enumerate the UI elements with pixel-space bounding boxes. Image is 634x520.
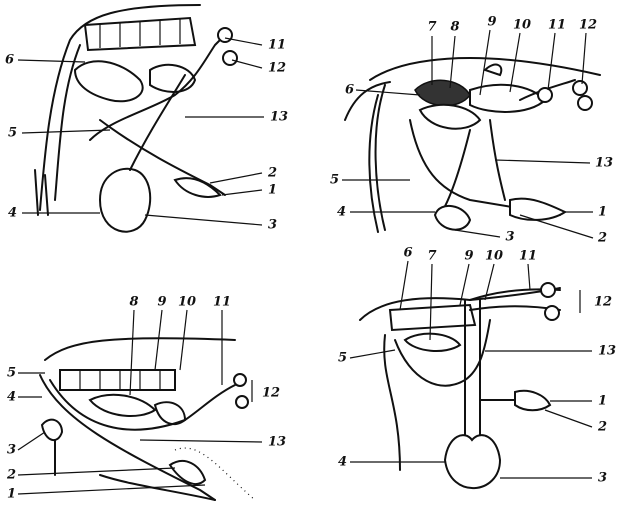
drawing-bottom-left [39, 337, 256, 501]
leader-line [581, 32, 587, 85]
part-label: 13 [595, 156, 613, 171]
part-label: 3 [7, 443, 16, 458]
part-label: 3 [598, 471, 607, 486]
leader-line [179, 309, 188, 371]
part-label: 13 [598, 344, 616, 359]
leader-line [429, 263, 433, 341]
part-label: 7 [427, 20, 436, 35]
part-label: 6 [403, 246, 412, 261]
drawing-bottom-right [359, 282, 561, 490]
leader-line [459, 263, 470, 306]
leader-line [349, 349, 396, 359]
part-label: 4 [338, 455, 347, 470]
leader-line [129, 309, 135, 396]
part-label: 7 [427, 249, 436, 264]
part-label: 1 [598, 394, 607, 409]
leader-line [399, 260, 409, 311]
part-label: 10 [485, 249, 503, 264]
leader-line [547, 32, 556, 91]
leader-line [449, 35, 456, 89]
leader-line [209, 172, 263, 184]
part-label: 9 [487, 15, 496, 30]
part-label: 5 [7, 366, 16, 381]
part-label: 4 [7, 390, 16, 405]
part-label: 13 [268, 435, 286, 450]
leader-line [221, 189, 263, 196]
part-label: 5 [8, 126, 17, 141]
leader-line [355, 89, 421, 96]
part-label: 8 [129, 295, 138, 310]
part-label: 11 [213, 295, 231, 310]
leader-line [454, 229, 501, 238]
part-label: 11 [519, 249, 537, 264]
leader-line [139, 439, 263, 443]
part-label: 1 [598, 205, 607, 220]
part-label: 12 [268, 61, 286, 76]
part-label: 4 [8, 206, 17, 221]
part-label: 9 [157, 295, 166, 310]
leader-line [21, 129, 111, 134]
leader-line [509, 32, 521, 93]
part-label: 1 [268, 183, 277, 198]
leader-line [17, 59, 86, 63]
part-label: 2 [267, 166, 277, 181]
leader-line [224, 37, 263, 46]
part-label: 6 [5, 53, 14, 68]
part-label: 10 [513, 18, 531, 33]
part-label: 11 [548, 18, 566, 33]
part-label: 12 [579, 18, 597, 33]
part-label: 2 [597, 231, 607, 246]
part-label: 11 [268, 38, 286, 53]
part-label: 13 [270, 110, 288, 125]
leader-line [544, 409, 593, 428]
part-label: 3 [268, 218, 277, 233]
leader-line [154, 309, 163, 371]
drawing-top-right [344, 57, 601, 233]
leader-line [144, 214, 263, 226]
part-label: 2 [6, 468, 16, 483]
part-label: 12 [594, 295, 612, 310]
drawing-top-left [34, 4, 238, 233]
part-label: 5 [338, 351, 347, 366]
part-label: 4 [337, 205, 346, 220]
leader-line [479, 29, 491, 96]
leader-line [519, 214, 594, 239]
part-label: 3 [505, 230, 514, 245]
part-label: 5 [330, 173, 339, 188]
leader-line [484, 263, 495, 301]
leader-line [17, 431, 46, 451]
part-label: 2 [597, 420, 607, 435]
leader-line [17, 484, 206, 495]
part-label: 9 [464, 249, 473, 264]
leader-line [527, 263, 531, 291]
leader-line [17, 467, 176, 476]
part-label: 1 [7, 487, 16, 502]
leader-line [231, 59, 263, 69]
part-label: 10 [178, 295, 196, 310]
leader-line [494, 159, 591, 164]
part-label: 6 [345, 83, 354, 98]
part-label: 12 [262, 386, 280, 401]
part-label: 8 [450, 20, 459, 35]
